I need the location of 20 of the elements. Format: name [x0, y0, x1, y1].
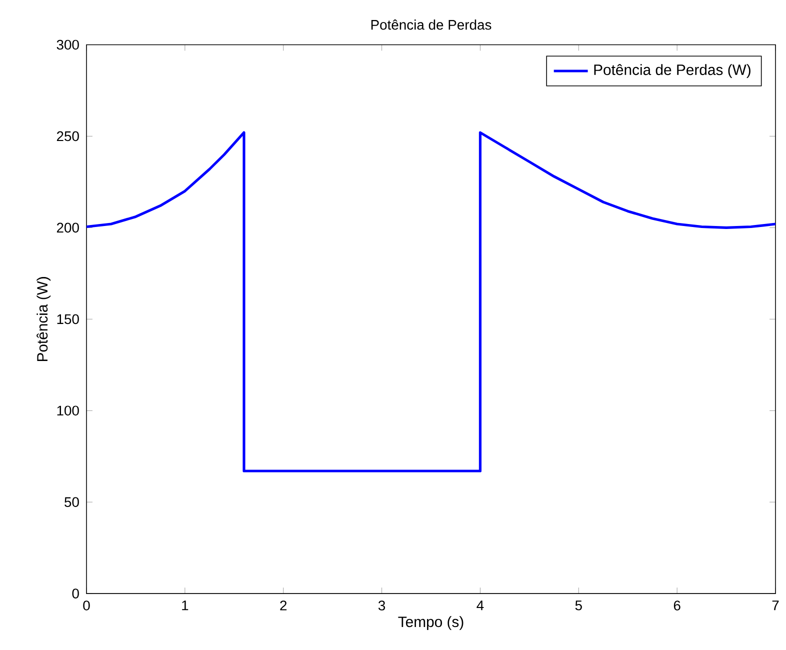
- x-tick-label: 5: [575, 600, 582, 610]
- x-tick-label: 1: [182, 600, 188, 610]
- x-tick-label: 3: [378, 600, 386, 610]
- x-axis-title: Tempo (s): [398, 616, 464, 630]
- line-series: [86, 131, 776, 472]
- legend-label: Potência de Perdas (W): [594, 64, 750, 78]
- x-tick-label: 2: [280, 600, 287, 610]
- y-tick-label: 150: [57, 314, 79, 324]
- y-axis-title: Potência (W): [36, 276, 51, 361]
- y-tick-label: 200: [56, 222, 79, 232]
- x-tick-label: 6: [674, 600, 680, 610]
- y-tick-label: 0: [72, 588, 79, 598]
- x-tick-label: 0: [83, 600, 90, 610]
- x-tick-label: 4: [476, 600, 484, 610]
- y-tick-label: 300: [56, 40, 79, 50]
- y-tick-label: 250: [56, 131, 79, 142]
- chart-title: Potência de Perdas: [371, 19, 492, 30]
- y-tick-label: 100: [57, 406, 79, 416]
- y-tick-label: 50: [64, 497, 79, 507]
- x-tick-label: 7: [772, 600, 779, 610]
